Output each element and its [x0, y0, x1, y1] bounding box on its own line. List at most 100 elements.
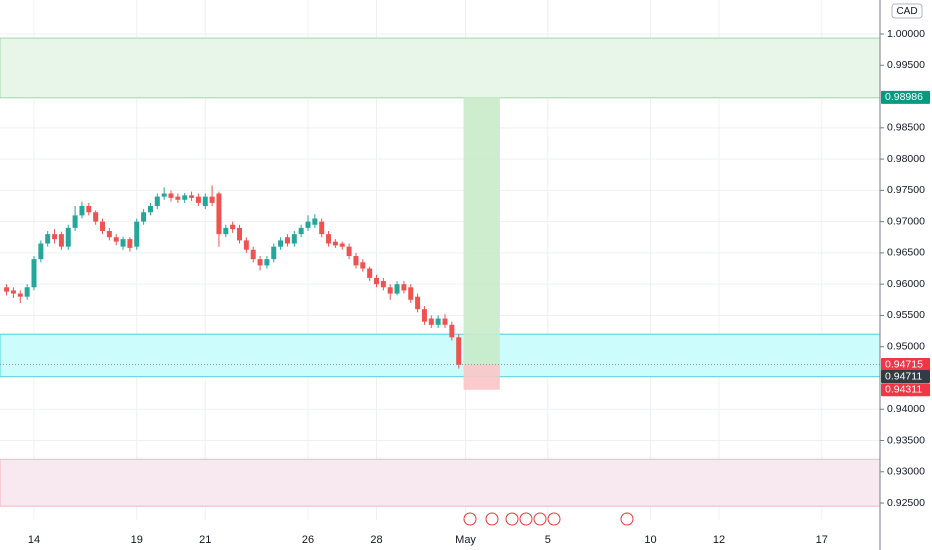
y-tick-label: 0.92500 — [887, 497, 925, 509]
zone — [0, 458, 881, 507]
candle-body — [65, 227, 71, 247]
price-marker — [881, 358, 930, 372]
candle-body — [52, 234, 58, 240]
x-tick-label: 17 — [816, 534, 828, 546]
y-tick-label: 0.95500 — [887, 309, 925, 321]
candle-body — [421, 309, 427, 322]
event-icon — [519, 512, 533, 526]
candle-body — [367, 268, 373, 278]
currency-badge — [891, 3, 923, 19]
candle-body — [120, 239, 126, 247]
candle-body — [45, 234, 51, 244]
event-icon — [485, 512, 499, 526]
candle-body — [319, 221, 325, 235]
candle-body — [202, 196, 208, 206]
candle-body — [346, 246, 352, 257]
candle-body — [10, 290, 16, 294]
x-tick-label: 21 — [199, 534, 211, 546]
candle-body — [127, 239, 133, 248]
y-tick-label: 0.98000 — [887, 153, 925, 165]
candle-body — [264, 259, 270, 266]
x-tick-label: May — [455, 534, 476, 546]
candle-body — [401, 284, 407, 291]
x-tick-label: 28 — [370, 534, 382, 546]
price-marker-label: 0.94311 — [885, 384, 922, 396]
candle-body — [195, 196, 201, 203]
candle-body — [106, 231, 112, 238]
candle-body — [360, 262, 366, 269]
y-tick-label: 0.96500 — [887, 247, 925, 259]
x-tick-label: 19 — [131, 534, 143, 546]
candle-body — [209, 196, 215, 203]
candle-body — [223, 227, 229, 235]
candle-body — [298, 227, 304, 235]
candle-body — [4, 287, 10, 292]
candle-body — [257, 259, 263, 266]
plot-layer — [0, 33, 884, 504]
candle-body — [435, 318, 441, 325]
candle-body — [237, 227, 242, 241]
event-icon — [547, 512, 561, 526]
candle-body — [93, 212, 99, 222]
candle-body — [284, 237, 290, 244]
candle-body — [415, 296, 421, 310]
candle-body — [175, 196, 181, 200]
zone — [0, 37, 881, 99]
candle-body — [134, 221, 140, 247]
x-tick-label: 26 — [302, 534, 314, 546]
y-tick-label: 0.93000 — [887, 466, 925, 478]
candle-body — [86, 205, 92, 213]
candle-body — [387, 287, 393, 294]
candle-body — [374, 277, 379, 285]
price-marker-label: 0.94715 — [885, 358, 923, 370]
candle-body — [394, 284, 400, 294]
background-layer — [0, 0, 881, 520]
candle-body — [189, 195, 195, 198]
candle-body — [408, 287, 414, 300]
zone — [0, 333, 881, 378]
event-icon — [505, 512, 519, 526]
candle-body — [154, 196, 160, 206]
position-loss — [463, 364, 500, 390]
y-tick-label: 0.99500 — [887, 59, 925, 71]
candle-body — [353, 256, 359, 266]
candle-body — [58, 234, 64, 247]
price-marker — [881, 90, 930, 104]
y-tick-label: 0.93500 — [887, 434, 925, 446]
candle-body — [271, 246, 277, 260]
event-icons — [463, 512, 634, 526]
candle-body — [161, 193, 167, 197]
candle-body — [182, 195, 188, 200]
y-tick-label: 0.98500 — [887, 122, 925, 134]
candle-body — [31, 259, 37, 288]
currency: CAD — [896, 6, 917, 17]
candle-body — [168, 193, 174, 198]
candle-body — [216, 193, 222, 235]
price-marker — [881, 370, 930, 384]
candle-body — [250, 249, 256, 260]
y-tick-label: 0.94000 — [887, 403, 925, 415]
position-profit — [463, 97, 500, 365]
event-icon — [533, 512, 547, 526]
y-tick-label: 0.96000 — [887, 278, 925, 290]
candle-body — [17, 293, 23, 297]
candle-body — [291, 234, 297, 244]
candle-body — [243, 240, 249, 250]
candle-body — [38, 243, 44, 260]
candle-body — [24, 287, 30, 297]
candle-body — [147, 205, 153, 213]
y-tick-label: 1.00000 — [887, 28, 925, 40]
candle-body — [72, 215, 78, 228]
candle-body — [278, 240, 284, 247]
x-tick-label: 12 — [713, 534, 725, 546]
y-tick-label: 0.97500 — [887, 184, 925, 196]
candle-body — [141, 212, 147, 222]
event-icon — [620, 512, 634, 526]
candle-body — [380, 281, 386, 288]
y-tick-label: 0.95000 — [887, 340, 925, 352]
candle-body — [79, 205, 85, 216]
candle-body — [100, 221, 105, 232]
candle-body — [305, 221, 311, 228]
candle-body — [339, 243, 345, 247]
